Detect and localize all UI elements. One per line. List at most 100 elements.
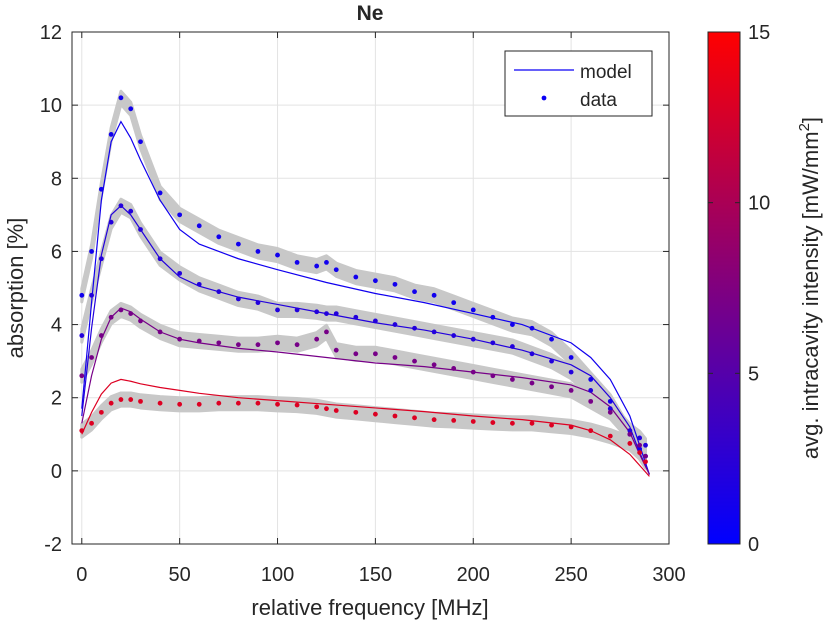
data-point [431, 417, 437, 423]
data-point [372, 278, 378, 284]
data-point [128, 311, 134, 316]
data-point [568, 388, 574, 393]
data-point [529, 380, 535, 386]
data-point [275, 340, 280, 346]
data-point [607, 398, 613, 404]
y-tick-label: 12 [40, 22, 62, 44]
legend-data-marker [541, 95, 547, 101]
data-point [255, 300, 261, 306]
data-point [138, 398, 143, 404]
data-point [138, 227, 143, 232]
data-point [607, 433, 613, 439]
data-point [510, 420, 515, 426]
data-point [588, 398, 594, 404]
data-point [235, 241, 241, 247]
data-point [89, 420, 94, 426]
data-point [412, 289, 417, 295]
data-point [470, 307, 476, 313]
data-point [157, 400, 163, 406]
data-point [108, 132, 114, 137]
x-tick-label: 100 [261, 564, 294, 586]
data-point [588, 388, 594, 393]
x-tick-label: 200 [457, 564, 490, 586]
data-point [138, 139, 143, 145]
data-point [108, 314, 114, 320]
data-point [314, 336, 320, 342]
y-tick-label: 10 [40, 95, 62, 117]
data-point [235, 400, 241, 406]
data-point [177, 212, 183, 218]
data-point [637, 446, 643, 452]
data-point [128, 208, 134, 214]
data-point [98, 409, 104, 415]
data-point [118, 95, 124, 101]
data-point [568, 369, 574, 375]
data-point [118, 203, 124, 209]
data-point [98, 186, 104, 192]
data-point [235, 296, 241, 302]
data-point [510, 377, 515, 382]
data-point [451, 333, 457, 338]
data-point [607, 406, 613, 412]
data-point [529, 351, 535, 357]
data-point [353, 274, 359, 280]
data-point [637, 450, 643, 455]
data-point [196, 338, 202, 344]
data-point [431, 362, 437, 368]
model-curve [81, 204, 650, 475]
colorbar-ticks: 0 5 10 15 [708, 22, 770, 556]
legend-model-label: model [580, 62, 632, 83]
y-tick-label: 2 [51, 388, 62, 410]
data-point [627, 441, 633, 446]
data-point [490, 420, 496, 425]
data-point [255, 400, 261, 406]
data-point [177, 336, 183, 342]
data-point [549, 422, 554, 428]
legend-data-label: data [580, 90, 617, 111]
data-point [392, 413, 398, 419]
data-point [568, 355, 574, 360]
data-point [89, 292, 94, 298]
data-point [79, 428, 85, 434]
data-point [79, 292, 85, 298]
colorbar-gradient [707, 31, 741, 545]
data-point [412, 415, 417, 421]
data-point [89, 355, 94, 360]
data-point [275, 401, 280, 407]
data-point [510, 344, 515, 349]
data-point [431, 329, 437, 335]
data-point [412, 358, 417, 364]
data-point [353, 409, 359, 415]
data-point [333, 267, 339, 273]
data-point [324, 329, 329, 335]
data-point [294, 342, 300, 348]
data-point [470, 336, 476, 342]
data-point [196, 401, 202, 407]
colorbar-tick-label: 15 [748, 22, 770, 44]
x-tick-label: 0 [76, 564, 87, 586]
axis-ticks: 0 50 100 150 200 250 300 -2 0 2 4 6 8 10 12 [40, 22, 686, 586]
data-point [196, 223, 202, 229]
plot-frame [71, 31, 670, 545]
data-point [108, 400, 114, 406]
data-point [627, 428, 633, 434]
y-tick-label: 4 [51, 315, 62, 337]
data-point [324, 406, 329, 412]
data-point [177, 270, 183, 276]
colorbar-label-close: ] [798, 117, 823, 123]
data-point [451, 366, 457, 371]
data-points [79, 95, 648, 465]
data-point [275, 252, 280, 258]
data-point [431, 292, 437, 298]
data-point [128, 397, 134, 402]
data-point [235, 342, 241, 348]
data-point [643, 453, 648, 459]
data-point [294, 307, 300, 313]
data-point [490, 314, 496, 320]
data-point [333, 408, 339, 413]
data-point [470, 419, 476, 424]
data-point [324, 311, 329, 316]
data-point [157, 329, 163, 335]
colorbar: 0 5 10 15 avg. intracavity intensity [mW/mm… [707, 22, 823, 556]
data-point [333, 311, 339, 316]
